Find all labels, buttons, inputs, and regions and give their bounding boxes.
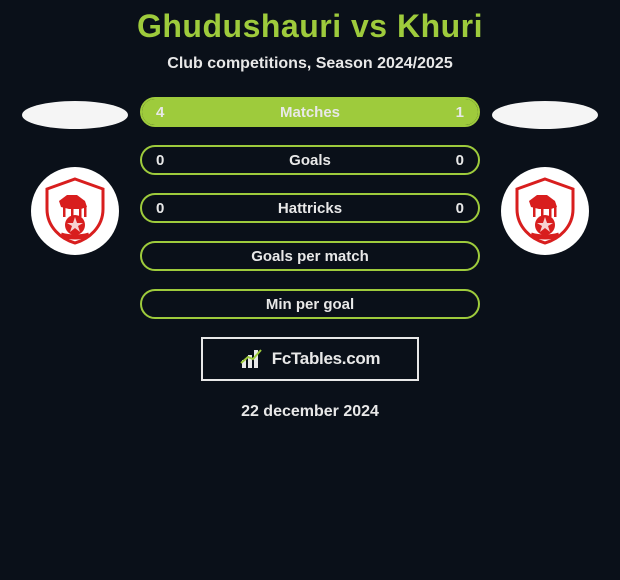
stat-label: Hattricks: [142, 200, 478, 217]
logo-text: FcTables.com: [272, 349, 381, 369]
stats-column: 4 Matches 1 0 Goals 0 0 Hattricks 0: [140, 97, 480, 319]
stat-label: Matches: [142, 104, 478, 121]
stat-value-right: 1: [456, 104, 464, 121]
player-placeholder-right: [492, 101, 598, 129]
stat-bar-goals-per-match: Goals per match: [140, 241, 480, 271]
content-row: 4 Matches 1 0 Goals 0 0 Hattricks 0: [0, 101, 620, 319]
club-crest-right: [501, 167, 589, 255]
crest-icon: [37, 173, 113, 249]
fctables-logo-box: FcTables.com: [201, 337, 419, 381]
right-side: [490, 101, 600, 255]
subtitle: Club competitions, Season 2024/2025: [167, 55, 452, 73]
stat-value-right: 0: [456, 152, 464, 169]
crest-icon: [507, 173, 583, 249]
club-crest-left: [31, 167, 119, 255]
left-side: [20, 101, 130, 255]
stat-bar-hattricks: 0 Hattricks 0: [140, 193, 480, 223]
infographic-container: Ghudushauri vs Khuri Club competitions, …: [0, 0, 620, 421]
page-title: Ghudushauri vs Khuri: [137, 8, 483, 45]
stat-label: Goals: [142, 152, 478, 169]
stat-bar-min-per-goal: Min per goal: [140, 289, 480, 319]
stat-value-right: 0: [456, 200, 464, 217]
player-placeholder-left: [22, 101, 128, 129]
stat-bar-goals: 0 Goals 0: [140, 145, 480, 175]
stat-label: Min per goal: [142, 296, 478, 313]
stat-label: Goals per match: [142, 248, 478, 265]
date-label: 22 december 2024: [241, 403, 379, 421]
bar-chart-icon: [240, 348, 266, 370]
stat-bar-matches: 4 Matches 1: [140, 97, 480, 127]
